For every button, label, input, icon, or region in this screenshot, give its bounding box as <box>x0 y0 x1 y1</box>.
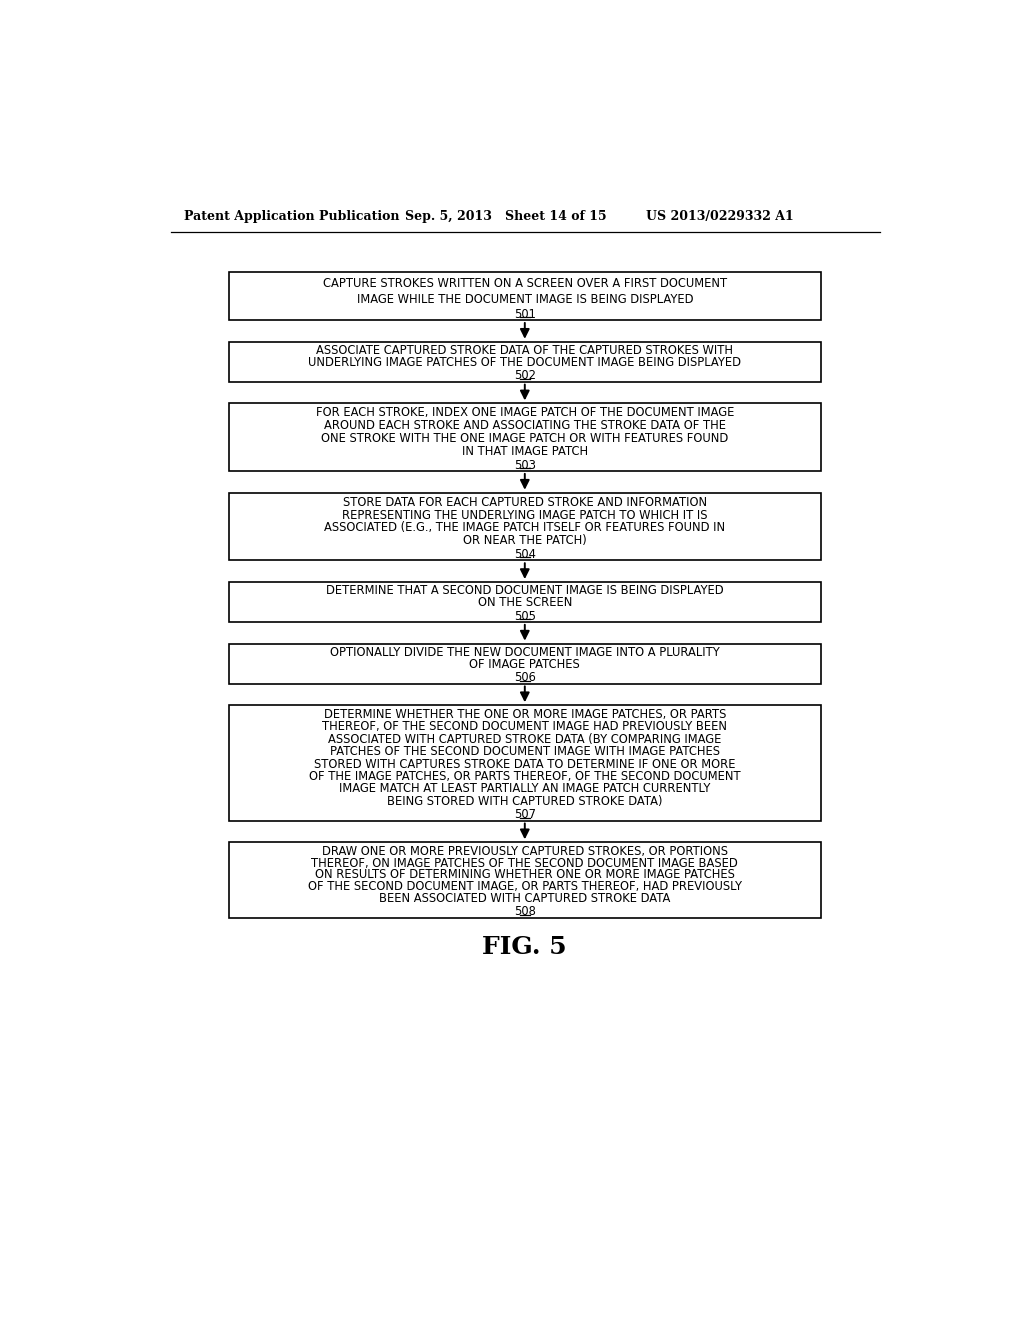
Text: AROUND EACH STROKE AND ASSOCIATING THE STROKE DATA OF THE: AROUND EACH STROKE AND ASSOCIATING THE S… <box>324 420 726 432</box>
Text: ON RESULTS OF DETERMINING WHETHER ONE OR MORE IMAGE PATCHES: ON RESULTS OF DETERMINING WHETHER ONE OR… <box>314 869 735 882</box>
Text: OPTIONALLY DIVIDE THE NEW DOCUMENT IMAGE INTO A PLURALITY: OPTIONALLY DIVIDE THE NEW DOCUMENT IMAGE… <box>330 645 720 659</box>
Text: PATCHES OF THE SECOND DOCUMENT IMAGE WITH IMAGE PATCHES: PATCHES OF THE SECOND DOCUMENT IMAGE WIT… <box>330 744 720 758</box>
Text: Sep. 5, 2013   Sheet 14 of 15: Sep. 5, 2013 Sheet 14 of 15 <box>406 210 607 223</box>
Text: OF THE IMAGE PATCHES, OR PARTS THEREOF, OF THE SECOND DOCUMENT: OF THE IMAGE PATCHES, OR PARTS THEREOF, … <box>309 770 740 783</box>
Bar <box>228 582 821 622</box>
Text: OF IMAGE PATCHES: OF IMAGE PATCHES <box>469 657 581 671</box>
Text: STORED WITH CAPTURES STROKE DATA TO DETERMINE IF ONE OR MORE: STORED WITH CAPTURES STROKE DATA TO DETE… <box>314 758 735 771</box>
Text: IMAGE WHILE THE DOCUMENT IMAGE IS BEING DISPLAYED: IMAGE WHILE THE DOCUMENT IMAGE IS BEING … <box>356 293 693 306</box>
Text: REPRESENTING THE UNDERLYING IMAGE PATCH TO WHICH IT IS: REPRESENTING THE UNDERLYING IMAGE PATCH … <box>342 508 708 521</box>
Bar <box>228 492 821 561</box>
Text: UNDERLYING IMAGE PATCHES OF THE DOCUMENT IMAGE BEING DISPLAYED: UNDERLYING IMAGE PATCHES OF THE DOCUMENT… <box>308 356 741 370</box>
Text: 508: 508 <box>514 906 536 919</box>
Text: DRAW ONE OR MORE PREVIOUSLY CAPTURED STROKES, OR PORTIONS: DRAW ONE OR MORE PREVIOUSLY CAPTURED STR… <box>322 845 728 858</box>
Text: ON THE SCREEN: ON THE SCREEN <box>477 597 572 610</box>
Bar <box>228 342 821 381</box>
Text: CAPTURE STROKES WRITTEN ON A SCREEN OVER A FIRST DOCUMENT: CAPTURE STROKES WRITTEN ON A SCREEN OVER… <box>323 277 727 290</box>
Text: FOR EACH STROKE, INDEX ONE IMAGE PATCH OF THE DOCUMENT IMAGE: FOR EACH STROKE, INDEX ONE IMAGE PATCH O… <box>315 407 734 420</box>
Text: STORE DATA FOR EACH CAPTURED STROKE AND INFORMATION: STORE DATA FOR EACH CAPTURED STROKE AND … <box>343 495 707 508</box>
Text: FIG. 5: FIG. 5 <box>482 935 567 958</box>
Text: OF THE SECOND DOCUMENT IMAGE, OR PARTS THEREOF, HAD PREVIOUSLY: OF THE SECOND DOCUMENT IMAGE, OR PARTS T… <box>308 880 741 894</box>
Text: 501: 501 <box>514 308 536 321</box>
Text: THEREOF, OF THE SECOND DOCUMENT IMAGE HAD PREVIOUSLY BEEN: THEREOF, OF THE SECOND DOCUMENT IMAGE HA… <box>323 721 727 734</box>
Bar <box>228 842 821 917</box>
Text: 503: 503 <box>514 459 536 471</box>
Text: IMAGE MATCH AT LEAST PARTIALLY AN IMAGE PATCH CURRENTLY: IMAGE MATCH AT LEAST PARTIALLY AN IMAGE … <box>339 783 711 796</box>
Text: IN THAT IMAGE PATCH: IN THAT IMAGE PATCH <box>462 445 588 458</box>
Bar <box>228 644 821 684</box>
Bar <box>228 705 821 821</box>
Text: DETERMINE THAT A SECOND DOCUMENT IMAGE IS BEING DISPLAYED: DETERMINE THAT A SECOND DOCUMENT IMAGE I… <box>326 585 724 598</box>
Text: BEING STORED WITH CAPTURED STROKE DATA): BEING STORED WITH CAPTURED STROKE DATA) <box>387 795 663 808</box>
Text: BEEN ASSOCIATED WITH CAPTURED STROKE DATA: BEEN ASSOCIATED WITH CAPTURED STROKE DAT… <box>379 892 671 906</box>
Text: ASSOCIATED WITH CAPTURED STROKE DATA (BY COMPARING IMAGE: ASSOCIATED WITH CAPTURED STROKE DATA (BY… <box>328 733 722 746</box>
Text: 506: 506 <box>514 672 536 684</box>
Bar <box>228 272 821 321</box>
Text: 502: 502 <box>514 370 536 383</box>
Text: ASSOCIATE CAPTURED STROKE DATA OF THE CAPTURED STROKES WITH: ASSOCIATE CAPTURED STROKE DATA OF THE CA… <box>316 345 733 358</box>
Text: 504: 504 <box>514 548 536 561</box>
Text: US 2013/0229332 A1: US 2013/0229332 A1 <box>646 210 794 223</box>
Text: 507: 507 <box>514 808 536 821</box>
Text: DETERMINE WHETHER THE ONE OR MORE IMAGE PATCHES, OR PARTS: DETERMINE WHETHER THE ONE OR MORE IMAGE … <box>324 708 726 721</box>
Bar <box>228 404 821 471</box>
Text: Patent Application Publication: Patent Application Publication <box>183 210 399 223</box>
Text: ONE STROKE WITH THE ONE IMAGE PATCH OR WITH FEATURES FOUND: ONE STROKE WITH THE ONE IMAGE PATCH OR W… <box>322 432 728 445</box>
Text: OR NEAR THE PATCH): OR NEAR THE PATCH) <box>463 535 587 548</box>
Text: ASSOCIATED (E.G., THE IMAGE PATCH ITSELF OR FEATURES FOUND IN: ASSOCIATED (E.G., THE IMAGE PATCH ITSELF… <box>325 521 725 535</box>
Text: 505: 505 <box>514 610 536 623</box>
Text: THEREOF, ON IMAGE PATCHES OF THE SECOND DOCUMENT IMAGE BASED: THEREOF, ON IMAGE PATCHES OF THE SECOND … <box>311 857 738 870</box>
